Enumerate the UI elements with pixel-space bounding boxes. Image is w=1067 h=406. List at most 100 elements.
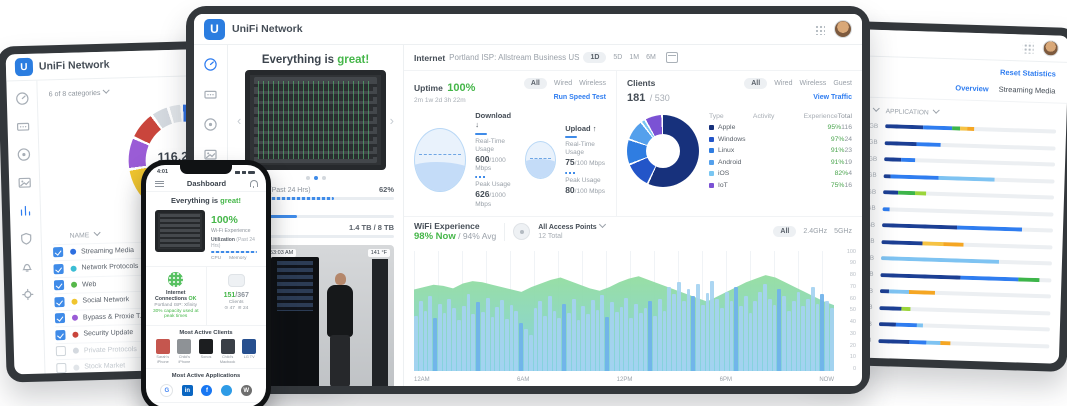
x-axis-labels: 12AM 6AM 12PM 6PM NOW	[414, 377, 834, 383]
dashboard-icon[interactable]	[14, 91, 29, 106]
devices-icon[interactable]	[203, 87, 218, 102]
wordpress-app-icon[interactable]: W	[240, 385, 252, 397]
client-type-row[interactable]: Apple 95% 116	[708, 122, 852, 134]
run-speed-test-link[interactable]: Run Speed Test	[553, 94, 606, 101]
range-1m[interactable]: 1M	[629, 54, 640, 61]
active-client-item[interactable]: LG TV	[241, 339, 258, 364]
clients-filter-tabs: All Wired Wireless Guest	[744, 78, 852, 89]
access-point-selector[interactable]: All Access Points 12 Total	[538, 221, 606, 241]
view-traffic-link[interactable]: View Traffic	[813, 94, 852, 101]
active-client-item[interactable]: Child's iPhone	[176, 339, 193, 364]
clients-table-header: Type Activity Experience Total	[708, 112, 852, 120]
avatar[interactable]	[834, 20, 852, 38]
unifi-logo[interactable]: U	[204, 18, 225, 40]
insights-icon[interactable]	[16, 175, 31, 190]
band-tab-5ghz[interactable]: 5GHz	[834, 228, 852, 236]
clients-tab-guest[interactable]: Guest	[833, 80, 852, 87]
category-checkbox[interactable]	[53, 263, 64, 275]
category-color-dot	[71, 298, 78, 305]
menu-icon[interactable]	[155, 179, 164, 188]
shield-icon[interactable]	[18, 231, 33, 246]
application-stacked-bar	[880, 256, 1052, 266]
reset-statistics-link[interactable]: Reset Statistics	[999, 67, 1057, 79]
most-active-clients-list: Sarah's iPhone Child's iPhone Sonos Child's…	[146, 339, 266, 370]
dashboard-icon[interactable]	[203, 57, 218, 72]
range-1d[interactable]: 1D	[583, 52, 607, 63]
carousel-dot-active[interactable]	[313, 176, 318, 180]
category-checkbox[interactable]	[55, 346, 67, 357]
device-carousel: ‹ ›	[237, 70, 394, 170]
category-checkbox[interactable]	[53, 280, 65, 291]
devices-icon[interactable]	[15, 119, 30, 134]
application-stacked-bar	[881, 223, 1054, 233]
carousel-next-button[interactable]: ›	[389, 112, 394, 128]
left-tablet-screen: U UniFi Network 6 of 8 categories ↓ 45.5…	[5, 45, 335, 375]
clients-icon[interactable]	[203, 117, 218, 132]
uptime-tab-all[interactable]: All	[523, 78, 547, 89]
clients-tab-all[interactable]: All	[744, 78, 768, 89]
browser-app-icon[interactable]	[221, 385, 233, 397]
notifications-bell-icon[interactable]	[249, 179, 258, 188]
category-checkbox[interactable]	[54, 296, 65, 308]
category-color-dot	[70, 265, 77, 272]
rack-device-image	[245, 70, 386, 170]
wireless-count: ≋	[237, 306, 243, 312]
avatar[interactable]	[1042, 40, 1059, 57]
signal-icon	[235, 170, 240, 174]
active-client-item[interactable]: Sonos	[197, 339, 214, 364]
active-client-item[interactable]: Sarah's iPhone	[154, 339, 171, 364]
left-tablet-sidebar	[6, 80, 46, 375]
carousel-dot[interactable]	[305, 176, 310, 180]
categories-filter[interactable]: 6 of 8 categories	[49, 86, 110, 98]
band-tab-24ghz[interactable]: 2.4GHz	[803, 228, 828, 236]
carousel-dots	[237, 176, 394, 180]
carousel-prev-button[interactable]: ‹	[237, 112, 242, 128]
client-type-row[interactable]: Android 91% 19	[708, 157, 852, 169]
category-checkbox[interactable]	[53, 247, 64, 258]
tab-streaming-media[interactable]: Streaming Media	[998, 84, 1056, 96]
app-grid-icon[interactable]	[1022, 41, 1034, 54]
facebook-app-icon[interactable]: f	[201, 385, 213, 397]
upload-gauge	[525, 140, 557, 179]
range-5d[interactable]: 5D	[613, 54, 623, 61]
clients-type-donut[interactable]	[626, 114, 699, 187]
clients-tab-wireless[interactable]: Wireless	[799, 80, 827, 87]
category-checkbox[interactable]	[54, 313, 66, 324]
insights-icon[interactable]	[203, 147, 218, 162]
battery-icon	[248, 170, 255, 174]
clients-tab-wired[interactable]: Wired	[774, 80, 793, 87]
phone-internet-card[interactable]: Internet Connections OK Portland ISP: Xf…	[146, 267, 206, 325]
uptime-tab-wireless[interactable]: Wireless	[579, 80, 606, 87]
phone-utilization: Utilization (Past 24 Hrs)	[211, 237, 255, 250]
linkedin-app-icon[interactable]: in	[181, 385, 193, 397]
band-tab-all[interactable]: All	[773, 226, 797, 238]
access-point-icon	[227, 274, 245, 288]
google-app-icon[interactable]: G	[160, 384, 174, 398]
phone-clients-card[interactable]: 151/367 Clients ⊙ 47 ≋ 24	[205, 267, 267, 326]
client-type-row[interactable]: Windows 97% 24	[708, 134, 852, 146]
client-type-row[interactable]: iOS 82% 4	[708, 168, 852, 180]
uptime-tab-wired[interactable]: Wired	[553, 80, 573, 87]
gear-icon[interactable]	[20, 287, 35, 302]
category-checkbox[interactable]	[56, 362, 67, 373]
wifi-experience-header: WiFi Experience 98% Now / 94% Avg All Ac…	[404, 217, 862, 247]
globe-icon	[168, 272, 184, 288]
range-6m[interactable]: 6M	[646, 54, 656, 61]
tab-overview[interactable]: Overview	[955, 83, 989, 94]
left-tablet-frame: U UniFi Network 6 of 8 categories ↓ 45.5…	[0, 37, 343, 383]
client-type-row[interactable]: IoT 75% 16	[708, 180, 852, 192]
wifi-icon	[242, 170, 246, 174]
wifi-chart[interactable]	[414, 250, 834, 371]
category-color-dot	[70, 248, 77, 256]
active-client-item[interactable]: Child's Macbook	[219, 339, 236, 364]
app-grid-icon[interactable]	[814, 23, 825, 35]
calendar-icon[interactable]	[665, 52, 678, 63]
phone-notch	[180, 165, 232, 174]
category-checkbox[interactable]	[55, 329, 66, 340]
clients-icon[interactable]	[16, 147, 31, 162]
carousel-dot[interactable]	[321, 176, 326, 180]
stats-icon[interactable]	[17, 203, 32, 218]
uptime-value: 100%	[447, 82, 476, 94]
bell-icon[interactable]	[19, 259, 34, 274]
client-type-row[interactable]: Linux 91% 23	[708, 145, 852, 157]
